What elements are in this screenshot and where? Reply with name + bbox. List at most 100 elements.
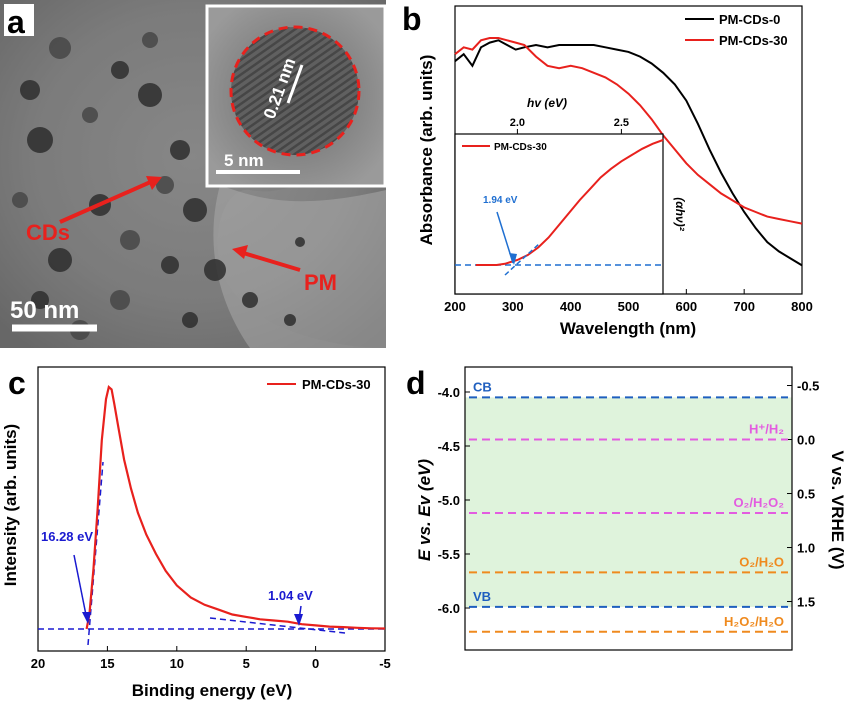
carbon-dot xyxy=(284,314,296,326)
inset-x-ticks: 2.0 2.5 xyxy=(510,117,629,134)
x-tick-label: 700 xyxy=(733,299,755,314)
x-tick-label: 10 xyxy=(170,656,184,671)
left-y-tick-label: -5.5 xyxy=(438,547,460,562)
panel-d-band-diagram: d -4.0 -4.5 -5.0 -5.5 -6.0 -0.5 0.0 0.5 1.0 1.5 C… xyxy=(406,365,847,651)
level-label: O₂/H₂O₂ xyxy=(733,495,784,510)
x-tick-label: 400 xyxy=(560,299,582,314)
x-tick-label: 600 xyxy=(675,299,697,314)
inset-y-axis-label: (αhν)² xyxy=(673,197,687,231)
carbon-dot xyxy=(82,107,98,123)
carbon-dots xyxy=(12,32,305,340)
carbon-dot xyxy=(110,290,130,310)
carbon-dot xyxy=(48,248,72,272)
carbon-dot xyxy=(31,291,49,309)
pm-label: PM xyxy=(304,270,337,295)
cutoff-annotation: 16.28 eV xyxy=(41,529,93,544)
carbon-dot xyxy=(138,83,162,107)
fermi-annotation: 1.04 eV xyxy=(268,588,313,603)
carbon-dot xyxy=(20,80,40,100)
cutoff-arrowhead xyxy=(82,612,91,624)
right-y-tick-label: 1.0 xyxy=(797,541,815,556)
pm-arrowhead xyxy=(232,245,248,259)
inset-series xyxy=(475,139,664,266)
x-tick-label: 800 xyxy=(791,299,813,314)
series-line-pm-cds-30 xyxy=(85,384,386,630)
right-y-tick-label: 0.5 xyxy=(797,487,815,502)
panel-c-ups-chart: c 20 15 10 5 0 -5 Binding energy (eV) Intensi… xyxy=(1,365,391,700)
panel-b-series xyxy=(454,37,803,267)
panel-b-absorbance-chart: b 200 300 400 500 600 700 800 Wavelength (nm) … xyxy=(402,1,813,338)
carbon-dot xyxy=(242,292,258,308)
right-y-tick-label: -0.5 xyxy=(797,379,819,394)
bandgap-annotation: 1.94 eV xyxy=(483,195,518,206)
x-tick-label: 5 xyxy=(243,656,250,671)
cds-arrowhead xyxy=(146,176,162,190)
panel-c-frame xyxy=(37,366,386,652)
scale-bar-label: 50 nm xyxy=(10,297,79,324)
panel-a-letter: a xyxy=(7,4,25,40)
carbon-dot xyxy=(120,230,140,250)
panel-c-x-ticks: 20 15 10 5 0 -5 xyxy=(31,646,391,671)
lattice-spacing-marker xyxy=(286,64,304,104)
carbon-dot xyxy=(142,32,158,48)
panel-b-x-ticks: 200 300 400 500 600 700 800 xyxy=(444,289,813,314)
panel-c-x-axis-label: Binding energy (eV) xyxy=(132,681,293,700)
series-line-pm-cds-30 xyxy=(454,37,803,225)
level-label: H₂O₂/H₂O xyxy=(724,614,784,629)
left-y-tick-label: -6.0 xyxy=(438,601,460,616)
panel-b-y-axis-label: Absorbance (arb. units) xyxy=(417,55,436,246)
bandgap-arrowhead xyxy=(509,253,517,265)
panel-d-letter: d xyxy=(406,365,426,401)
level-label: VB xyxy=(473,589,491,604)
x-tick-label: 0 xyxy=(312,656,319,671)
inset-frame xyxy=(454,133,664,295)
cds-arrow xyxy=(59,178,156,224)
legend-label-pm-cds-0: PM-CDs-0 xyxy=(719,12,780,27)
lattice-fringes xyxy=(231,27,359,155)
carbon-dot xyxy=(111,61,129,79)
carbon-dot xyxy=(49,37,71,59)
level-label: H⁺/H₂ xyxy=(749,422,784,437)
pm-membrane-region xyxy=(213,185,386,348)
panel-d-left-axis-label: E vs. Ev (eV) xyxy=(415,459,434,561)
cds-label: CDs xyxy=(26,220,70,245)
left-y-tick-label: -5.0 xyxy=(438,493,460,508)
left-y-tick-label: -4.5 xyxy=(438,439,460,454)
panel-d-frame xyxy=(464,366,793,651)
legend-label-pm-cds-30: PM-CDs-30 xyxy=(719,33,788,48)
inset-x-tick-label: 2.5 xyxy=(614,117,629,129)
inset-series-line xyxy=(475,139,664,266)
panel-a-letter-bg xyxy=(4,4,34,36)
carbon-dot xyxy=(295,237,305,247)
x-tick-label: 20 xyxy=(31,656,45,671)
panel-c-y-axis-label: Intensity (arb. units) xyxy=(1,424,20,586)
carbon-dot xyxy=(183,198,207,222)
panel-d-y-ticks: -4.0 -4.5 -5.0 -5.5 -6.0 -0.5 0.0 0.5 1.0 1.5 xyxy=(438,379,820,616)
right-y-tick-label: 1.5 xyxy=(797,595,815,610)
carbon-dot xyxy=(170,140,190,160)
carbon-dot xyxy=(182,312,198,328)
x-tick-label: -5 xyxy=(379,656,391,671)
cutoff-arrow xyxy=(73,554,88,621)
panel-b-x-axis-label: Wavelength (nm) xyxy=(560,319,696,338)
panel-c-letter: c xyxy=(8,365,26,401)
x-tick-label: 300 xyxy=(502,299,524,314)
right-y-tick-label: 0.0 xyxy=(797,433,815,448)
panel-c-tail-tangent xyxy=(209,617,346,634)
panel-b-inset-tauc-plot: 2.0 2.5 hv (eV) (αhν)² PM-CDs-30 1.94 eV xyxy=(454,96,687,295)
x-tick-label: 200 xyxy=(444,299,466,314)
carbon-dot xyxy=(161,256,179,274)
inset-x-tick-label: 2.0 xyxy=(510,117,525,129)
carbon-dot xyxy=(204,259,226,281)
energy-levels: CB H⁺/H₂ O₂/H₂O₂ O₂/H₂O VB H₂O₂/H₂O xyxy=(469,379,788,633)
panel-d-right-axis-label: V vs. VRHE (V) xyxy=(828,450,847,569)
panel-a-tem-image: 0.21 nm 5 nm a CDs PM 50 nm xyxy=(0,0,387,348)
level-label: CB xyxy=(473,379,492,394)
carbon-dot xyxy=(27,127,53,153)
left-y-tick-label: -4.0 xyxy=(438,385,460,400)
fermi-arrowhead xyxy=(294,614,303,626)
carbon-dot xyxy=(12,192,28,208)
carbon-dot xyxy=(156,176,174,194)
x-tick-label: 500 xyxy=(618,299,640,314)
